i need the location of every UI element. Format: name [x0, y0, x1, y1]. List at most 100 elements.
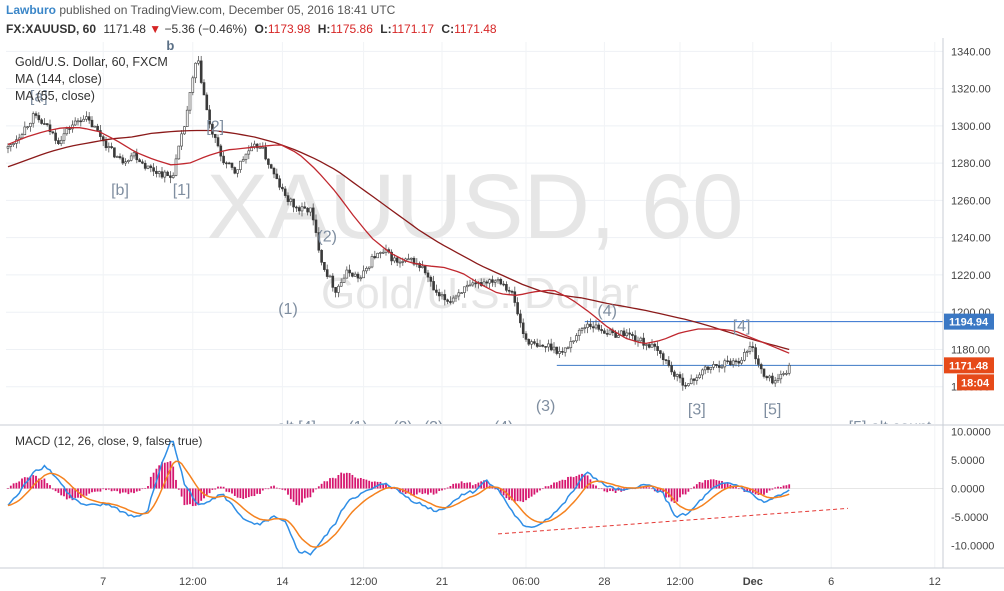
macd-histogram-bar — [121, 488, 124, 493]
wave-label-cut: (4) — [494, 419, 514, 436]
wave-label: [b] — [111, 182, 129, 199]
candle-body — [121, 157, 125, 164]
symbol-label[interactable]: FX:XAUUSD, 60 — [6, 22, 97, 36]
price-tick-label: 1260.00 — [951, 195, 991, 207]
chart-legend[interactable]: Gold/U.S. Dollar, 60, FXCM MA (144, clos… — [15, 54, 168, 105]
macd-histogram-bar — [264, 488, 267, 490]
macd-legend[interactable]: MACD (12, 26, close, 9, false, true) — [15, 434, 203, 448]
macd-histogram-bar — [438, 488, 441, 491]
candle-body — [194, 62, 197, 79]
macd-histogram-bar — [345, 472, 348, 489]
macd-histogram-bar — [606, 488, 609, 493]
candle-body — [706, 366, 710, 370]
macd-histogram-bar — [65, 488, 68, 500]
candle-body — [239, 160, 242, 170]
macd-histogram-bar — [180, 488, 183, 497]
candle-body — [748, 346, 752, 352]
candle-body — [563, 347, 567, 353]
macd-histogram-bar — [670, 488, 673, 502]
candle-body — [435, 289, 438, 293]
candle-body — [482, 281, 486, 286]
candle-body — [351, 272, 354, 277]
candle-body — [667, 360, 671, 366]
candle-body — [12, 143, 15, 145]
candle-body — [465, 284, 469, 288]
candle-body — [664, 359, 668, 362]
candle-body — [771, 375, 774, 384]
macd-histogram-bar — [597, 488, 600, 490]
macd-histogram-bar — [385, 483, 387, 489]
time-tick-label: 12 — [929, 576, 941, 588]
candle-body — [485, 281, 489, 284]
macd-histogram-bar — [581, 473, 583, 489]
candle-body — [768, 375, 771, 379]
candle-body — [647, 344, 651, 348]
candle-body — [743, 352, 746, 361]
candle-body — [440, 294, 444, 297]
wave-label: [4] — [733, 318, 751, 335]
candle-body — [211, 123, 214, 135]
horizontal-lines[interactable] — [556, 321, 943, 366]
ma144-line — [7, 129, 790, 351]
macd-histogram-bar — [175, 479, 177, 489]
price-tick-label: 1220.00 — [951, 270, 991, 282]
macd-histogram-bar — [60, 488, 63, 496]
macd-histogram-bar — [270, 486, 273, 489]
macd-histogram-bar — [757, 488, 760, 495]
macd-histogram-bar — [317, 486, 320, 489]
author-name[interactable]: Lawburo — [6, 3, 56, 17]
candle-body — [642, 337, 645, 346]
candle-body — [443, 294, 447, 301]
wave-label: [5] — [764, 402, 782, 419]
close-label: C: — [441, 22, 455, 36]
wave-label: (1) — [278, 301, 298, 318]
wave-label-cut: (3) — [424, 419, 444, 436]
candle-body — [510, 291, 514, 293]
macd-histogram-bar — [553, 482, 555, 489]
candle-body — [538, 344, 542, 347]
macd-histogram-bar — [228, 488, 231, 493]
macd-histogram-bar — [340, 472, 343, 489]
candle-body — [241, 159, 245, 162]
macd-histogram-bar — [256, 488, 259, 494]
candle-body — [720, 366, 724, 369]
candle-body — [701, 369, 704, 376]
macd-histogram-bar — [427, 488, 429, 495]
macd-histogram-bar — [592, 484, 595, 489]
wave-label: (4) — [597, 303, 617, 320]
macd-histogram-bar — [189, 488, 191, 505]
last-price: 1171.48 — [103, 22, 146, 36]
macd-histogram-bar — [135, 488, 138, 492]
macd-histogram-bar — [9, 485, 12, 489]
macd-histogram-bar — [32, 475, 35, 489]
candle-body — [782, 373, 785, 375]
macd-histogram-bar — [583, 474, 586, 489]
candle-body — [54, 132, 57, 141]
macd-histogram-bar — [771, 488, 774, 490]
candle-body — [45, 123, 49, 126]
candle-body — [656, 346, 659, 351]
macd-tick-label: 5.0000 — [951, 455, 985, 467]
candle-body — [342, 277, 346, 283]
macd-histogram-bar — [740, 488, 743, 490]
watermark-symbol: XAUUSD, 60 — [207, 156, 744, 258]
candle-body — [236, 169, 239, 174]
macd-histogram-bar — [373, 481, 376, 489]
macd-histogram-bar — [382, 483, 385, 489]
candle-body — [227, 162, 231, 165]
macd-histogram-bar — [494, 488, 497, 490]
macd-histogram-bar — [432, 488, 435, 495]
macd-histogram-bar — [410, 488, 413, 496]
macd-histogram-bar — [617, 488, 620, 491]
chart-canvas[interactable]: XAUUSD, 60 Gold/U.S. Dollar [a] [b] b [1] [2… — [0, 38, 1004, 591]
candle-body — [745, 351, 749, 353]
macd-trendline — [497, 507, 849, 535]
candle-body — [309, 207, 312, 213]
candle-body — [96, 125, 99, 131]
candle-body — [76, 120, 80, 123]
macd-histogram-bar — [91, 488, 93, 493]
candle-body — [197, 60, 200, 64]
candle-body — [314, 219, 318, 233]
candle-body — [670, 365, 673, 373]
wave-labels[interactable]: [a] [b] b [1] [2] (2) (1) (4) (3) [4] [3] [5] alt [4… — [30, 38, 932, 436]
